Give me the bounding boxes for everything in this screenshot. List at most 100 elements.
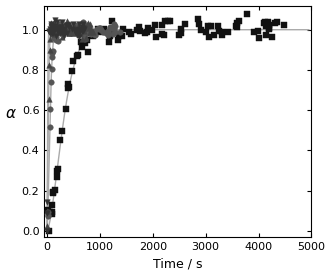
Point (67, 31, 72, 36)
Point (57, 25, 63, 29)
Point (51, 31, 56, 35)
Point (47, 31, 52, 35)
Point (87, 30, 93, 34)
Point (60, 23, 65, 28)
Point (47, 125, 53, 129)
Point (75, 24, 80, 29)
Y-axis label: α: α (6, 106, 16, 121)
Point (84, 30, 89, 34)
Point (256, 29, 261, 33)
Point (67, 31, 72, 35)
Point (263, 33, 268, 37)
Point (52, 36, 57, 41)
Point (49, 67, 54, 71)
Point (45, 213, 50, 217)
Point (207, 35, 212, 39)
Point (82, 40, 87, 45)
Point (50, 55, 55, 60)
Point (44, 211, 50, 215)
Point (51, 29, 57, 33)
Point (76, 30, 82, 35)
Point (81, 29, 86, 33)
Point (68, 26, 73, 30)
Point (85, 24, 91, 29)
Point (60, 31, 66, 35)
Point (57, 26, 63, 31)
Point (162, 32, 167, 37)
Point (47, 106, 53, 111)
Point (46, 29, 52, 33)
Point (46, 96, 51, 101)
Point (219, 30, 224, 34)
Point (263, 24, 268, 28)
Point (160, 23, 165, 27)
Point (49, 209, 55, 214)
Point (90, 33, 95, 38)
Point (146, 25, 151, 30)
Point (60, 26, 66, 30)
Point (274, 20, 280, 24)
Point (45, 200, 50, 204)
Point (82, 37, 87, 42)
Point (98, 27, 104, 32)
Point (62, 28, 68, 33)
Point (66, 86, 71, 91)
Point (52, 24, 57, 28)
Point (266, 26, 271, 31)
Point (107, 33, 113, 38)
Point (65, 19, 70, 24)
Point (72, 28, 78, 33)
Point (45, 224, 50, 228)
Point (75, 53, 80, 57)
Point (95, 26, 101, 31)
Point (65, 22, 71, 26)
Point (110, 19, 115, 24)
Point (79, 44, 84, 49)
Point (86, 20, 91, 25)
Point (205, 23, 211, 28)
Point (265, 20, 270, 25)
Point (112, 22, 117, 26)
Point (102, 27, 107, 31)
Point (71, 30, 76, 35)
Point (79, 25, 85, 29)
Point (53, 38, 59, 42)
Point (63, 29, 68, 33)
Point (219, 33, 225, 37)
Point (100, 30, 106, 34)
Point (45, 207, 50, 212)
Point (45, 214, 50, 218)
Point (159, 32, 164, 37)
Point (46, 63, 52, 68)
Point (50, 211, 55, 216)
Point (69, 27, 74, 31)
Point (55, 169, 60, 174)
Point (106, 33, 111, 38)
Point (49, 30, 54, 34)
Point (50, 203, 55, 208)
Point (62, 26, 67, 31)
Point (67, 30, 72, 35)
Point (83, 27, 88, 32)
Point (96, 26, 101, 30)
Point (60, 129, 65, 133)
Point (63, 107, 68, 112)
Point (150, 28, 155, 32)
Point (225, 30, 230, 34)
Point (73, 29, 78, 33)
Point (111, 26, 117, 31)
Point (79, 24, 84, 29)
Point (58, 31, 63, 35)
Point (51, 190, 56, 194)
Point (108, 25, 113, 29)
Point (52, 25, 57, 30)
Point (257, 36, 262, 41)
Point (233, 24, 238, 28)
Point (262, 20, 267, 24)
Point (45, 210, 50, 215)
Point (235, 24, 240, 29)
Point (74, 32, 80, 37)
Point (62, 24, 67, 28)
Point (86, 25, 92, 30)
Point (81, 25, 86, 29)
